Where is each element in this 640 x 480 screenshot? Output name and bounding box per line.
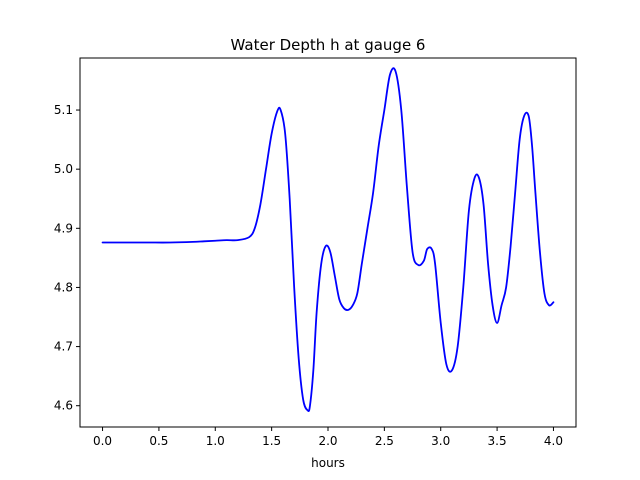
x-axis-label: hours (311, 456, 345, 470)
x-tick-label: 3.5 (488, 434, 507, 448)
x-axis: 0.0 0.5 1.0 1.5 2.0 2.5 3.0 3.5 4.0 (93, 427, 563, 448)
x-tick-label: 0.5 (149, 434, 168, 448)
y-tick-label: 4.7 (54, 340, 73, 354)
y-tick-label: 5.0 (54, 162, 73, 176)
series-line (101, 67, 555, 413)
y-tick-label: 4.8 (54, 280, 73, 294)
x-tick-label: 1.0 (206, 434, 225, 448)
x-tick-label: 1.5 (262, 434, 281, 448)
x-tick-label: 2.5 (375, 434, 394, 448)
y-axis: 4.6 4.7 4.8 4.9 5.0 5.1 (54, 103, 80, 413)
y-tick-label: 5.1 (54, 103, 73, 117)
y-tick-label: 4.6 (54, 399, 73, 413)
x-tick-label: 2.0 (318, 434, 337, 448)
series-layer (101, 67, 555, 413)
chart-title: Water Depth h at gauge 6 (231, 36, 426, 54)
x-tick-label: 3.0 (431, 434, 450, 448)
x-tick-label: 0.0 (93, 434, 112, 448)
y-tick-label: 4.9 (54, 221, 73, 235)
x-tick-label: 4.0 (544, 434, 563, 448)
